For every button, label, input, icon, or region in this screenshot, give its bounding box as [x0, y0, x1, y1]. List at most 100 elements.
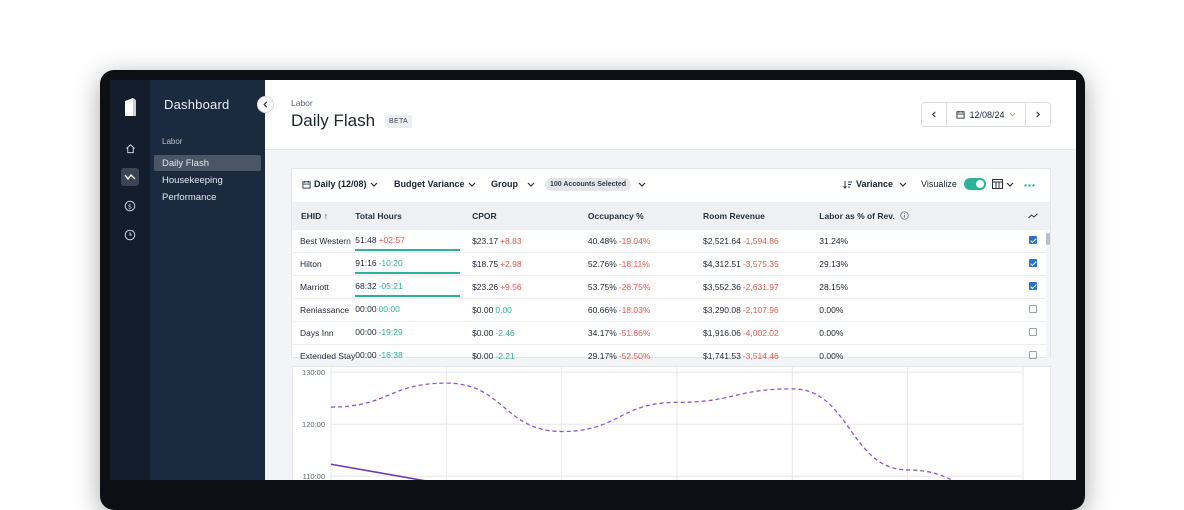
- chevron-down-icon: [468, 182, 475, 187]
- cpor-cell: $0.00 0.00: [472, 298, 588, 322]
- chevron-right-icon: [1036, 111, 1041, 118]
- mode-label: Budget Variance: [394, 179, 465, 189]
- row-checkbox[interactable]: [1029, 282, 1038, 290]
- app-logo-icon: [125, 98, 136, 116]
- columns-icon: [992, 179, 1003, 189]
- table-row[interactable]: Reniassance 00:00 00:00 $0.00 0.00 60.66% -…: [292, 298, 1050, 322]
- hours-wrap: 00:00 -19:29: [355, 322, 460, 344]
- more-horizontal-icon: [1024, 184, 1035, 187]
- dollar-icon[interactable]: $: [121, 197, 139, 215]
- date-picker[interactable]: 12/08/24: [946, 103, 1026, 126]
- labor-icon[interactable]: [121, 168, 139, 186]
- chevron-down-icon: [1006, 182, 1014, 187]
- trend-chart: 130:00 120:00 110:00: [302, 367, 1024, 480]
- labor-value: 31.24%: [819, 236, 849, 246]
- cpor-cell: $23.17 +8.83: [472, 230, 588, 253]
- rev-value: $1,741.53: [703, 351, 741, 361]
- group-dropdown[interactable]: Group: [491, 179, 535, 189]
- table-row[interactable]: Hilton 91:16 -10:20 $18.75 +2.98 52.76% -18…: [292, 252, 1050, 276]
- rev-value: $2,521.64: [703, 236, 741, 246]
- hours-progress-bar: [355, 249, 461, 251]
- sidebar-item-housekeeping[interactable]: Housekeeping: [162, 175, 223, 186]
- cpor-var-value: -2.21: [495, 351, 515, 361]
- breadcrumb[interactable]: Labor: [291, 98, 313, 108]
- hours-progress-bar: [355, 272, 461, 274]
- select-cell: [1016, 252, 1050, 276]
- chevron-down-icon: [1009, 112, 1015, 117]
- column-header-cpor[interactable]: CPOR: [472, 202, 588, 230]
- table-row[interactable]: Days Inn 00:00 -19:29 $0.00 -2.46 34.17% -5…: [292, 321, 1050, 345]
- row-checkbox[interactable]: [1029, 236, 1038, 244]
- column-header-room-revenue[interactable]: Room Revenue: [703, 202, 820, 230]
- cpor-cell: $0.00 -2.21: [472, 344, 588, 368]
- labor-pct-cell: 0.00%: [819, 298, 1017, 322]
- column-header-occupancy[interactable]: Occupancy %: [587, 202, 703, 230]
- app-screen: $ Dashboard Labor Daily Flash Housekeepi…: [110, 80, 1076, 480]
- table-header-row: EHID ↑ Total Hours CPOR Occupancy % Room…: [292, 202, 1050, 230]
- visualize-toggle[interactable]: [963, 178, 986, 190]
- cpor-value: $23.17: [472, 236, 499, 246]
- cpor-var-value: 0.00: [495, 305, 512, 315]
- y-tick-label: 120:00: [302, 420, 325, 429]
- table-scrollbar-track[interactable]: [1046, 231, 1050, 358]
- labor-value: 0.00%: [819, 328, 844, 338]
- cpor-cell: $23.26 +9.56: [472, 275, 588, 299]
- labor-value: 0.00%: [819, 305, 844, 315]
- clock-icon[interactable]: [121, 226, 139, 244]
- y-tick-label: 110:00: [303, 472, 325, 480]
- hours-value: 00:00: [355, 327, 377, 337]
- sidebar-item-performance[interactable]: Performance: [162, 192, 217, 203]
- occ-value: 60.66%: [587, 305, 617, 315]
- rev-value: $4,312.51: [703, 259, 741, 269]
- svg-text:$: $: [128, 202, 132, 210]
- table-row[interactable]: Extended Stay 00:00 -16:38 $0.00 -2.21 29.…: [292, 344, 1050, 368]
- sort-icon: [843, 180, 852, 189]
- icon-rail: $: [110, 80, 150, 480]
- row-checkbox[interactable]: [1029, 328, 1038, 336]
- sort-dropdown[interactable]: Variance: [843, 179, 907, 189]
- occ-value: 29.17%: [587, 351, 617, 361]
- date-navigator: 12/08/24: [921, 102, 1051, 127]
- hours-wrap: 68:32 -05:21: [355, 276, 461, 298]
- labor-pct-cell: 0.00%: [819, 321, 1017, 345]
- mode-dropdown[interactable]: Budget Variance: [394, 179, 476, 189]
- hours-var-value: +02:57: [378, 235, 405, 245]
- sidebar-item-daily-flash[interactable]: Daily Flash: [154, 155, 261, 171]
- hours-wrap: 91:16 -10:20: [355, 253, 461, 275]
- occ-var-value: -28.75%: [618, 282, 651, 292]
- select-cell: [1016, 321, 1050, 345]
- ehid-value: Hilton: [300, 259, 322, 269]
- hours-var-value: -16:38: [378, 350, 403, 360]
- more-options-button[interactable]: [1024, 184, 1035, 187]
- rev-var-value: -4,002.02: [742, 328, 779, 338]
- hours-wrap: 00:00 -16:38: [355, 345, 460, 367]
- column-header-labor-pct[interactable]: Labor as % of Rev.: [819, 202, 1017, 230]
- columns-dropdown[interactable]: [992, 179, 1014, 189]
- row-checkbox[interactable]: [1029, 351, 1038, 359]
- table-scrollbar-thumb[interactable]: [1046, 233, 1050, 245]
- column-header-ehid[interactable]: EHID ↑: [292, 202, 356, 230]
- next-date-button[interactable]: [1026, 103, 1050, 126]
- hours-progress-bar: [355, 295, 461, 297]
- period-dropdown[interactable]: Daily (12/08): [302, 179, 378, 189]
- page-header: Labor Daily Flash BETA 12/08/24: [265, 80, 1076, 150]
- occupancy-cell: 52.76% -18.11%: [587, 252, 703, 276]
- table-row[interactable]: Best Western 51:48 +02:57 $23.17 +8.83 40.…: [292, 230, 1050, 253]
- column-header-total-hours[interactable]: Total Hours: [355, 202, 473, 230]
- collapse-sidebar-button[interactable]: [257, 96, 274, 113]
- trend-chart-card: 130:00 120:00 110:00: [292, 366, 1051, 480]
- hours-var-value: -05:21: [378, 281, 403, 291]
- hours-value: 51:48: [355, 235, 377, 245]
- labor-pct-cell: 28.15%: [819, 275, 1017, 299]
- prev-date-button[interactable]: [922, 103, 946, 126]
- trend-column-header[interactable]: [1016, 202, 1050, 230]
- row-checkbox[interactable]: [1029, 305, 1038, 313]
- info-icon[interactable]: [900, 211, 909, 220]
- accounts-dropdown[interactable]: 100 Accounts Selected: [545, 178, 646, 191]
- calendar-icon: [302, 180, 311, 189]
- cpor-value: $0.00: [472, 328, 494, 338]
- row-checkbox[interactable]: [1029, 259, 1038, 267]
- home-icon[interactable]: [121, 139, 139, 157]
- total-hours-cell: 00:00 -19:29: [355, 321, 473, 345]
- table-row[interactable]: Marriott 68:32 -05:21 $23.26 +9.56 53.75% -…: [292, 275, 1050, 299]
